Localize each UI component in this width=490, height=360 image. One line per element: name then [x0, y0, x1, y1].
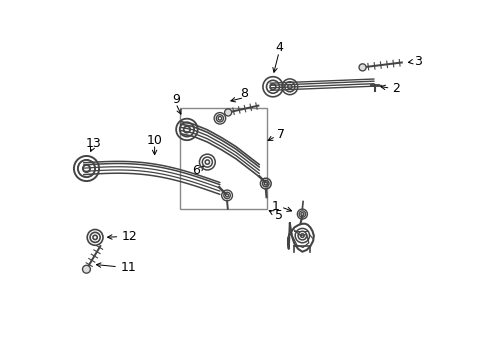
- Text: 13: 13: [86, 137, 101, 150]
- Text: 3: 3: [414, 55, 422, 68]
- Text: 8: 8: [240, 87, 248, 100]
- Text: 7: 7: [277, 127, 285, 141]
- Text: 5: 5: [275, 210, 284, 222]
- Text: 9: 9: [172, 93, 180, 106]
- Text: 12: 12: [122, 230, 137, 243]
- Text: 11: 11: [120, 261, 136, 274]
- Text: 1: 1: [271, 200, 279, 213]
- Text: 4: 4: [275, 41, 283, 54]
- Text: 2: 2: [392, 82, 400, 95]
- Text: 6: 6: [192, 164, 200, 177]
- Circle shape: [359, 64, 366, 71]
- Circle shape: [224, 109, 232, 116]
- Circle shape: [82, 265, 90, 273]
- Text: 10: 10: [147, 134, 163, 147]
- Bar: [180, 108, 267, 209]
